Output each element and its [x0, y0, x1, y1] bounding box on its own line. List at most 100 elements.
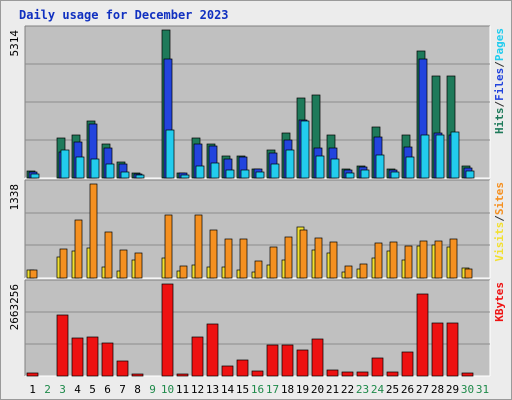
y-max-label-kbytes: 2663256	[8, 284, 21, 330]
bar-kbytes-day-26	[401, 351, 414, 377]
bar-sites-day-12	[194, 214, 203, 279]
bar-pages-day-20	[315, 155, 325, 179]
x-tick-label-day-7: 7	[119, 383, 126, 396]
bar-pages-day-24	[375, 154, 385, 179]
bar-pages-day-11	[180, 174, 190, 179]
bar-pages-day-27	[420, 134, 430, 179]
bar-pages-day-19	[300, 120, 310, 179]
bar-sites-day-3	[59, 248, 68, 279]
bar-pages-day-29	[450, 131, 460, 179]
bar-kbytes-day-30	[461, 372, 474, 377]
x-tick-label-day-23: 23	[356, 383, 369, 396]
bar-sites-day-28	[434, 240, 443, 279]
bar-sites-day-11	[179, 265, 188, 279]
bar-pages-day-14	[225, 169, 235, 179]
x-tick-label-day-16: 16	[251, 383, 264, 396]
bar-kbytes-day-24	[371, 357, 384, 377]
x-tick-label-day-11: 11	[176, 383, 189, 396]
bar-kbytes-day-22	[341, 371, 354, 377]
x-tick-label-day-18: 18	[281, 383, 294, 396]
x-tick-label-day-26: 26	[401, 383, 414, 396]
bar-sites-day-21	[329, 241, 338, 279]
bar-kbytes-day-10	[161, 283, 174, 377]
bar-kbytes-day-5	[86, 336, 99, 377]
bar-kbytes-day-4	[71, 337, 84, 377]
x-tick-label-day-31: 31	[476, 383, 489, 396]
bar-sites-day-25	[389, 241, 398, 279]
bar-sites-day-29	[449, 238, 458, 279]
x-tick-label-day-30: 30	[461, 383, 474, 396]
bar-pages-day-22	[345, 172, 355, 179]
bar-pages-day-10	[165, 129, 175, 179]
bar-pages-day-26	[405, 156, 415, 179]
bar-kbytes-day-19	[296, 349, 309, 377]
legend-kbytes: KBytes	[493, 282, 506, 322]
bar-sites-day-13	[209, 229, 218, 279]
bar-pages-day-5	[90, 158, 100, 179]
x-tick-label-day-25: 25	[386, 383, 399, 396]
bar-kbytes-day-18	[281, 344, 294, 377]
bar-kbytes-day-25	[386, 371, 399, 377]
legend-hits_files_pages: Hits/Files/Pages	[493, 28, 506, 134]
bar-sites-day-14	[224, 238, 233, 279]
bar-pages-day-3	[60, 149, 70, 179]
legend-visits_sites: Visits/Sites	[493, 182, 506, 262]
bar-pages-day-17	[270, 163, 280, 179]
bar-pages-day-18	[285, 149, 295, 179]
legend-entry: Files	[493, 68, 506, 101]
bar-pages-day-30	[465, 170, 475, 179]
x-tick-label-day-14: 14	[221, 383, 235, 396]
bar-sites-day-23	[359, 263, 368, 279]
bar-sites-day-26	[404, 245, 413, 279]
bar-pages-day-23	[360, 169, 370, 179]
bar-pages-day-6	[105, 163, 115, 179]
bar-sites-day-1	[29, 269, 38, 279]
bar-kbytes-day-7	[116, 360, 129, 377]
bar-kbytes-day-6	[101, 342, 114, 377]
x-tick-label-day-1: 1	[29, 383, 36, 396]
y-max-label-visits_sites: 1338	[8, 184, 21, 211]
x-tick-label-day-22: 22	[341, 383, 354, 396]
bar-kbytes-day-13	[206, 323, 219, 377]
bar-sites-day-5	[89, 183, 98, 279]
bar-sites-day-18	[284, 236, 293, 279]
x-tick-label-day-2: 2	[44, 383, 51, 396]
bar-sites-day-4	[74, 219, 83, 279]
x-tick-label-day-8: 8	[134, 383, 141, 396]
bar-pages-day-7	[120, 171, 130, 179]
bar-kbytes-day-28	[431, 322, 444, 377]
bar-pages-day-12	[195, 165, 205, 179]
legend-entry: /	[493, 61, 506, 68]
legend-entry: /	[493, 101, 506, 108]
x-tick-label-day-5: 5	[89, 383, 96, 396]
x-tick-label-day-13: 13	[206, 383, 219, 396]
bar-sites-day-16	[254, 260, 263, 279]
bar-kbytes-day-1	[26, 372, 39, 377]
bar-pages-day-4	[75, 156, 85, 179]
bar-pages-day-21	[330, 158, 340, 179]
bar-pages-day-15	[240, 169, 250, 179]
bar-sites-day-6	[104, 231, 113, 279]
bar-kbytes-day-21	[326, 369, 339, 377]
chart-title: Daily usage for December 2023	[19, 8, 229, 22]
bar-pages-day-25	[390, 171, 400, 179]
bar-pages-day-28	[435, 134, 445, 179]
bar-pages-day-16	[255, 171, 265, 179]
bar-sites-day-19	[299, 229, 308, 279]
bar-sites-day-17	[269, 246, 278, 279]
bar-kbytes-day-8	[131, 373, 144, 377]
bar-kbytes-day-16	[251, 370, 264, 377]
x-tick-label-day-9: 9	[149, 383, 156, 396]
x-tick-label-day-6: 6	[104, 383, 111, 396]
y-max-label-hits_files_pages: 5314	[8, 30, 21, 57]
legend-entry: Visits	[493, 222, 506, 262]
bar-kbytes-day-12	[191, 336, 204, 377]
bar-kbytes-day-3	[56, 314, 69, 377]
x-tick-label-day-24: 24	[371, 383, 385, 396]
legend-entry: KBytes	[493, 282, 506, 322]
bar-kbytes-day-15	[236, 359, 249, 377]
bar-sites-day-30	[464, 268, 473, 279]
bar-kbytes-day-11	[176, 373, 189, 377]
x-tick-label-day-29: 29	[446, 383, 459, 396]
x-tick-label-day-3: 3	[59, 383, 66, 396]
